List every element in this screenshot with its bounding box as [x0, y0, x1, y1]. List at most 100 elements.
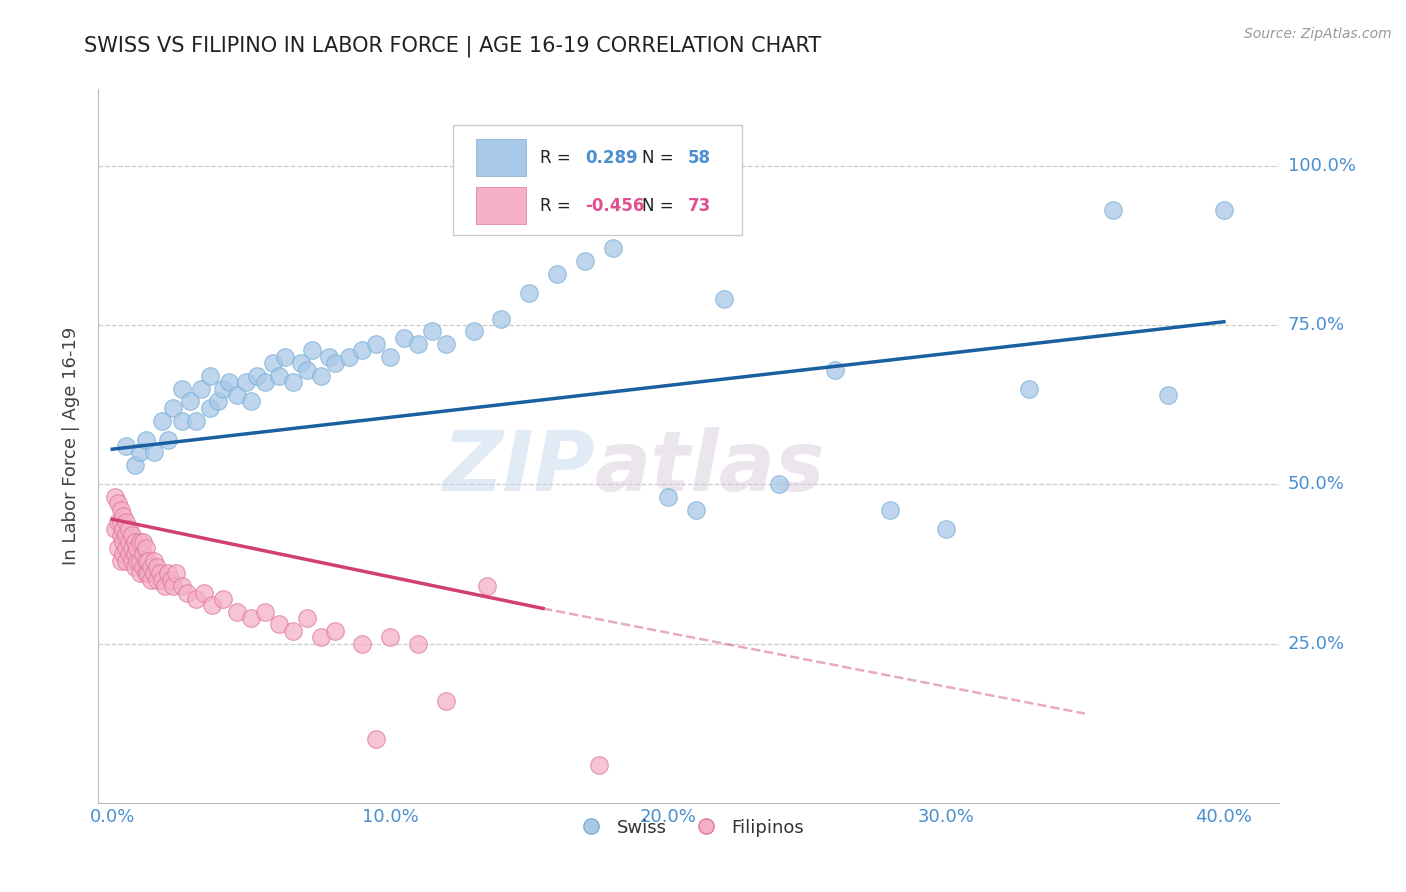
Point: [406, 337, 429, 351]
Point: [273, 350, 295, 364]
Point: [193, 585, 215, 599]
Text: 75.0%: 75.0%: [1288, 316, 1346, 334]
Point: [132, 560, 155, 574]
Point: [352, 343, 374, 358]
Point: [129, 566, 152, 581]
Point: [366, 732, 388, 747]
Point: [337, 350, 360, 364]
Point: [121, 528, 143, 542]
Point: [212, 591, 235, 606]
Point: [141, 573, 163, 587]
Text: 58: 58: [688, 149, 711, 167]
Point: [198, 401, 221, 415]
Point: [406, 636, 429, 650]
Text: 0.289: 0.289: [585, 149, 638, 167]
Point: [104, 490, 127, 504]
Point: [190, 382, 212, 396]
Point: [127, 554, 149, 568]
Point: [135, 566, 157, 581]
Point: [309, 630, 332, 644]
Point: [129, 445, 152, 459]
Point: [263, 356, 285, 370]
Text: atlas: atlas: [595, 427, 825, 508]
FancyBboxPatch shape: [453, 125, 742, 235]
Point: [295, 611, 318, 625]
Point: [267, 368, 290, 383]
Point: [685, 502, 707, 516]
Point: [129, 534, 152, 549]
Point: [143, 445, 166, 459]
Point: [112, 534, 135, 549]
Point: [323, 624, 346, 638]
Point: [295, 362, 318, 376]
Point: [132, 534, 155, 549]
Point: [254, 376, 277, 390]
Point: [267, 617, 290, 632]
Text: 50.0%: 50.0%: [1288, 475, 1344, 493]
Point: [159, 573, 181, 587]
Point: [115, 554, 138, 568]
Point: [124, 547, 146, 561]
Point: [110, 502, 132, 516]
Point: [1101, 203, 1123, 218]
Point: [235, 376, 257, 390]
Point: [150, 413, 173, 427]
Point: [1157, 388, 1180, 402]
Point: [107, 541, 129, 555]
Point: [207, 394, 229, 409]
Point: [301, 343, 323, 358]
Point: [309, 368, 332, 383]
Point: [366, 337, 388, 351]
Point: [115, 541, 138, 555]
Text: ZIP: ZIP: [441, 427, 595, 508]
Point: [226, 388, 249, 402]
Text: R =: R =: [540, 196, 576, 214]
Point: [124, 560, 146, 574]
FancyBboxPatch shape: [477, 139, 526, 177]
Point: [1212, 203, 1234, 218]
Point: [162, 401, 184, 415]
Point: [115, 516, 138, 530]
Point: [212, 382, 235, 396]
Point: [463, 324, 485, 338]
Point: [112, 547, 135, 561]
Point: [588, 757, 610, 772]
Point: [176, 585, 198, 599]
Point: [824, 362, 846, 376]
Point: [138, 566, 160, 581]
Point: [546, 267, 568, 281]
Point: [491, 311, 513, 326]
Point: [153, 579, 176, 593]
Text: 100.0%: 100.0%: [1288, 157, 1355, 175]
Point: [879, 502, 901, 516]
Point: [281, 376, 304, 390]
Point: [124, 458, 146, 472]
Point: [434, 337, 457, 351]
Point: [574, 254, 596, 268]
Point: [132, 547, 155, 561]
Point: [135, 554, 157, 568]
Point: [198, 368, 221, 383]
Point: [477, 579, 499, 593]
Point: [118, 522, 141, 536]
Point: [146, 560, 169, 574]
Point: [170, 382, 193, 396]
Point: [218, 376, 240, 390]
Point: [107, 516, 129, 530]
Text: R =: R =: [540, 149, 576, 167]
Point: [118, 534, 141, 549]
Point: [170, 579, 193, 593]
Point: [768, 477, 790, 491]
Point: [434, 694, 457, 708]
Point: [124, 534, 146, 549]
Point: [110, 528, 132, 542]
Text: N =: N =: [641, 196, 679, 214]
Point: [240, 611, 263, 625]
Point: [162, 579, 184, 593]
Text: SWISS VS FILIPINO IN LABOR FORCE | AGE 16-19 CORRELATION CHART: SWISS VS FILIPINO IN LABOR FORCE | AGE 1…: [84, 36, 821, 57]
Point: [392, 331, 415, 345]
Point: [150, 573, 173, 587]
Point: [170, 413, 193, 427]
Text: 25.0%: 25.0%: [1288, 634, 1346, 653]
FancyBboxPatch shape: [477, 187, 526, 224]
